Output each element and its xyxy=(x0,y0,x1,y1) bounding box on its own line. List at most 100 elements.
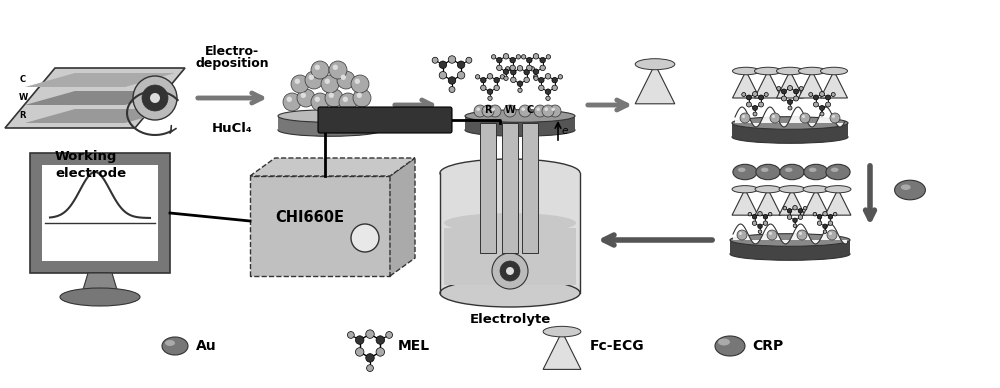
Polygon shape xyxy=(825,189,851,215)
Circle shape xyxy=(781,96,786,101)
Circle shape xyxy=(827,230,837,240)
Circle shape xyxy=(315,64,320,70)
Polygon shape xyxy=(522,123,538,253)
Circle shape xyxy=(533,69,539,74)
Text: MEL: MEL xyxy=(398,339,430,353)
Text: R: R xyxy=(484,105,492,115)
Circle shape xyxy=(511,69,516,75)
Circle shape xyxy=(305,71,323,89)
Ellipse shape xyxy=(718,338,730,345)
Ellipse shape xyxy=(635,59,675,70)
Polygon shape xyxy=(755,71,782,98)
Circle shape xyxy=(787,209,792,213)
Circle shape xyxy=(826,95,831,100)
Ellipse shape xyxy=(278,124,382,136)
Circle shape xyxy=(817,221,822,225)
Circle shape xyxy=(481,77,486,83)
Ellipse shape xyxy=(809,168,817,172)
Circle shape xyxy=(546,96,550,100)
Circle shape xyxy=(517,81,523,87)
Circle shape xyxy=(759,95,764,100)
Circle shape xyxy=(793,224,797,227)
Circle shape xyxy=(449,87,455,92)
Circle shape xyxy=(506,107,510,111)
Polygon shape xyxy=(732,71,760,98)
Circle shape xyxy=(466,57,472,63)
Polygon shape xyxy=(779,189,805,215)
Circle shape xyxy=(552,77,557,83)
Circle shape xyxy=(752,221,757,225)
Ellipse shape xyxy=(785,168,793,172)
Circle shape xyxy=(503,54,509,59)
Circle shape xyxy=(539,77,544,83)
Polygon shape xyxy=(250,176,390,276)
Circle shape xyxy=(545,89,551,94)
Circle shape xyxy=(295,79,300,84)
Circle shape xyxy=(793,218,797,223)
Circle shape xyxy=(809,92,813,97)
Polygon shape xyxy=(465,116,575,130)
Circle shape xyxy=(800,113,810,123)
Circle shape xyxy=(536,107,540,111)
Text: e: e xyxy=(562,126,568,136)
Ellipse shape xyxy=(732,117,848,129)
Ellipse shape xyxy=(715,336,745,356)
Circle shape xyxy=(439,71,447,79)
Circle shape xyxy=(527,65,532,71)
Circle shape xyxy=(820,106,824,111)
Circle shape xyxy=(797,230,807,240)
Circle shape xyxy=(333,64,338,70)
Circle shape xyxy=(504,76,508,80)
Polygon shape xyxy=(5,68,185,128)
Text: CHI660E: CHI660E xyxy=(276,211,344,225)
Circle shape xyxy=(798,209,803,213)
Circle shape xyxy=(817,215,822,219)
Circle shape xyxy=(783,206,787,210)
Circle shape xyxy=(355,79,360,84)
Polygon shape xyxy=(755,189,781,215)
Circle shape xyxy=(347,332,354,338)
Polygon shape xyxy=(635,64,675,104)
Circle shape xyxy=(491,107,495,111)
Circle shape xyxy=(506,267,514,275)
Polygon shape xyxy=(30,153,170,273)
Polygon shape xyxy=(390,158,415,276)
Circle shape xyxy=(832,115,835,118)
Ellipse shape xyxy=(60,288,140,306)
Ellipse shape xyxy=(738,168,746,172)
Circle shape xyxy=(367,365,373,371)
Circle shape xyxy=(551,107,555,111)
Polygon shape xyxy=(502,123,518,253)
Ellipse shape xyxy=(820,67,848,75)
Circle shape xyxy=(432,57,438,63)
Circle shape xyxy=(366,330,374,338)
Circle shape xyxy=(758,230,762,234)
Circle shape xyxy=(492,253,528,289)
Circle shape xyxy=(763,215,768,219)
Circle shape xyxy=(794,89,799,94)
Ellipse shape xyxy=(733,164,757,180)
Circle shape xyxy=(787,215,792,219)
Circle shape xyxy=(759,102,764,107)
Circle shape xyxy=(826,102,831,107)
Ellipse shape xyxy=(755,185,781,193)
Circle shape xyxy=(746,102,751,107)
Circle shape xyxy=(325,79,330,84)
Circle shape xyxy=(793,206,797,210)
Circle shape xyxy=(831,92,835,97)
Circle shape xyxy=(510,57,515,63)
Circle shape xyxy=(482,105,494,117)
Circle shape xyxy=(799,87,803,90)
Ellipse shape xyxy=(732,67,760,75)
Circle shape xyxy=(142,85,168,111)
Circle shape xyxy=(758,211,762,216)
Ellipse shape xyxy=(780,164,804,180)
Circle shape xyxy=(746,95,751,100)
Circle shape xyxy=(753,106,758,111)
Ellipse shape xyxy=(440,279,580,307)
Text: C: C xyxy=(526,105,534,115)
Circle shape xyxy=(558,74,563,79)
Circle shape xyxy=(813,212,817,216)
Circle shape xyxy=(823,230,827,234)
Text: Electrolyte: Electrolyte xyxy=(469,313,551,326)
